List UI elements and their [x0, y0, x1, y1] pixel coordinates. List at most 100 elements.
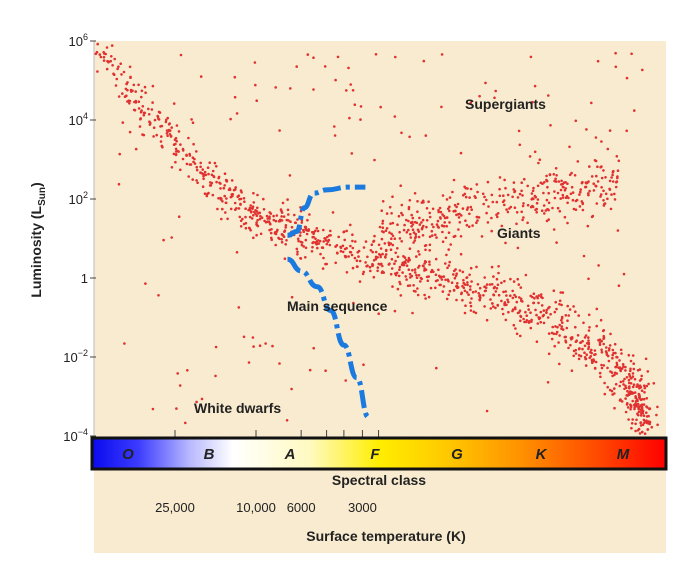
star-point: [439, 210, 443, 214]
star-point: [432, 225, 435, 229]
star-point: [409, 232, 412, 236]
star-point: [587, 339, 590, 342]
star-point: [552, 173, 556, 176]
star-point: [555, 174, 558, 177]
star-point: [493, 96, 496, 100]
star-point: [597, 338, 600, 342]
star-point: [521, 218, 524, 222]
star-point: [411, 311, 414, 315]
star-point: [547, 352, 551, 356]
star-point: [519, 315, 523, 319]
star-point: [284, 243, 288, 246]
star-point: [643, 432, 647, 436]
star-point: [468, 212, 471, 216]
star-point: [641, 411, 645, 415]
star-point: [494, 306, 497, 310]
star-point: [627, 353, 631, 357]
star-point: [451, 190, 454, 194]
star-point: [543, 212, 546, 215]
star-point: [293, 213, 296, 217]
star-point: [515, 211, 519, 214]
star-point: [316, 229, 320, 233]
star-point: [550, 331, 554, 335]
star-point: [626, 389, 629, 393]
star-point: [424, 248, 427, 252]
x-tick-label: 6000: [287, 500, 316, 515]
star-point: [453, 203, 457, 207]
star-point: [266, 217, 270, 220]
star-point: [362, 363, 365, 367]
star-point: [448, 209, 451, 213]
star-point: [223, 172, 227, 175]
y-axis-title-sub: Sun: [37, 187, 48, 206]
star-point: [611, 180, 615, 183]
star-point: [430, 223, 434, 226]
star-point: [217, 197, 220, 200]
star-point: [438, 206, 442, 210]
star-point: [640, 389, 644, 393]
star-point: [216, 207, 219, 211]
star-point: [400, 203, 404, 207]
star-point: [444, 236, 448, 240]
star-point: [297, 239, 300, 243]
star-point: [251, 336, 255, 339]
star-point: [633, 377, 637, 381]
star-point: [425, 275, 429, 279]
star-point: [600, 363, 603, 367]
star-point: [554, 300, 557, 304]
star-point: [380, 209, 384, 212]
y-axis-title-main: Luminosity (L: [28, 205, 44, 297]
star-point: [270, 236, 273, 240]
star-point: [443, 216, 447, 220]
star-point: [390, 257, 394, 261]
star-point: [144, 282, 147, 285]
star-point: [471, 290, 475, 294]
star-point: [237, 194, 241, 197]
star-point: [438, 274, 441, 278]
star-point: [191, 178, 194, 181]
star-point: [633, 403, 637, 407]
y-axis-title-close: ): [28, 182, 44, 187]
star-point: [423, 293, 426, 297]
star-point: [355, 259, 359, 263]
star-point: [358, 259, 362, 263]
star-point: [412, 289, 416, 293]
star-point: [113, 57, 116, 61]
star-point: [272, 214, 275, 218]
star-point: [374, 250, 378, 254]
star-point: [624, 397, 627, 400]
star-point: [408, 272, 412, 276]
star-point: [188, 163, 192, 166]
star-point: [532, 292, 536, 296]
star-point: [428, 263, 431, 266]
star-point: [626, 406, 630, 409]
star-point: [428, 249, 432, 252]
star-point: [344, 255, 347, 259]
star-point: [535, 201, 539, 205]
star-point: [515, 300, 519, 304]
star-point: [475, 265, 478, 269]
x-axis-ticks: 25,000 10,000 6000 3000: [155, 430, 380, 515]
star-point: [412, 231, 416, 234]
star-point: [645, 411, 648, 415]
star-point: [583, 336, 587, 339]
star-point: [235, 207, 238, 210]
star-point: [454, 209, 457, 213]
star-point: [567, 314, 570, 317]
star-point: [517, 283, 521, 286]
star-point: [381, 252, 384, 256]
star-point: [618, 359, 621, 362]
star-point: [608, 344, 612, 347]
star-point: [258, 217, 262, 221]
star-point: [351, 266, 355, 270]
star-point: [591, 214, 595, 218]
star-point: [424, 260, 428, 264]
star-point: [526, 304, 530, 308]
star-point: [564, 314, 568, 317]
star-point: [296, 237, 300, 241]
star-point: [467, 293, 470, 297]
star-point: [439, 217, 442, 220]
star-point: [614, 365, 617, 369]
star-point: [486, 221, 490, 224]
star-point: [588, 189, 591, 193]
